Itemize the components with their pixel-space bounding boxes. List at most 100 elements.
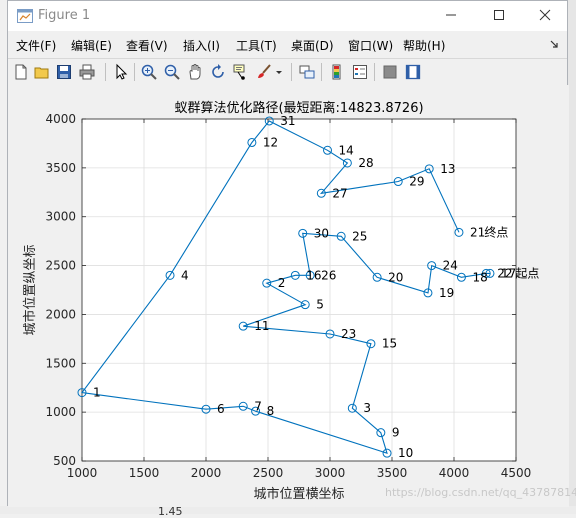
menu-desktop[interactable]: 桌面(D) xyxy=(291,39,334,53)
pan-hand-icon[interactable] xyxy=(186,63,204,81)
city-label: 12 xyxy=(263,135,278,149)
city-label: 24 xyxy=(443,259,458,273)
menu-insert[interactable]: 插入(I) xyxy=(183,39,220,53)
city-label: 8 xyxy=(267,404,275,418)
route-chart[interactable]: 1000 1500 2000 2500 3000 3500 4000 450050010001… xyxy=(8,85,569,507)
background-window-edge-bottom xyxy=(0,506,576,514)
brush-dropdown-icon[interactable] xyxy=(275,63,283,81)
x-tick-label: 1000 xyxy=(67,466,98,480)
y-tick-label: 2000 xyxy=(45,307,76,321)
city-marker xyxy=(262,278,272,288)
data-cursor-icon[interactable] xyxy=(232,63,250,81)
route-annotation: 终点 xyxy=(484,224,508,239)
city-marker xyxy=(323,145,333,155)
toolbar-separator xyxy=(105,63,106,81)
menu-view[interactable]: 查看(V) xyxy=(126,39,168,53)
insert-colorbar-icon[interactable] xyxy=(328,63,346,81)
route-annotation: 起点 xyxy=(515,266,539,280)
city-label: 6 xyxy=(217,402,225,416)
city-marker xyxy=(347,403,357,413)
title-bar: Figure 1 xyxy=(8,1,567,31)
axis-ticks: 1000 1500 2000 2500 3000 3500 4000 450050010001… xyxy=(45,112,531,480)
menu-edit[interactable]: 编辑(E) xyxy=(71,39,112,53)
brush-icon[interactable] xyxy=(255,63,273,81)
link-plot-icon[interactable] xyxy=(298,63,316,81)
toolbar-separator xyxy=(321,63,322,81)
city-marker xyxy=(264,116,274,126)
x-tick-label: 3500 xyxy=(377,466,408,480)
edit-plot-arrow-icon[interactable] xyxy=(111,63,129,81)
y-axis-label: 城市位置纵坐标 xyxy=(22,244,38,335)
hide-plot-tools-icon[interactable] xyxy=(381,63,399,81)
matlab-figure-icon xyxy=(17,9,33,23)
menu-tools[interactable]: 工具(T) xyxy=(236,39,277,53)
city-marker xyxy=(201,404,211,414)
new-figure-icon[interactable] xyxy=(12,63,30,81)
close-icon[interactable] xyxy=(534,5,556,25)
city-marker xyxy=(454,227,464,237)
city-marker xyxy=(393,177,403,187)
city-label: 23 xyxy=(341,327,356,341)
city-marker xyxy=(238,401,248,411)
city-marker xyxy=(298,228,308,238)
y-tick-label: 500 xyxy=(53,454,76,468)
city-label: 26 xyxy=(321,268,336,282)
show-plot-tools-icon[interactable] xyxy=(404,63,422,81)
toolbar-separator xyxy=(374,63,375,81)
city-marker xyxy=(251,406,261,416)
city-marker xyxy=(372,272,382,282)
city-label: 30 xyxy=(314,226,329,240)
zoom-in-icon[interactable] xyxy=(140,63,158,81)
y-tick-label: 3000 xyxy=(45,210,76,224)
city-label: 18 xyxy=(472,270,487,284)
city-marker xyxy=(423,288,433,298)
city-label: 16 xyxy=(306,268,321,282)
minimize-icon[interactable] xyxy=(440,5,462,25)
city-marker xyxy=(366,339,376,349)
city-marker xyxy=(481,268,491,278)
city-marker xyxy=(424,164,434,174)
city-label: 13 xyxy=(440,162,455,176)
window-title: Figure 1 xyxy=(38,8,91,23)
insert-legend-icon[interactable] xyxy=(351,63,369,81)
menu-file[interactable]: 文件(F) xyxy=(16,39,57,53)
toolbar-separator xyxy=(134,63,135,81)
city-label: 9 xyxy=(392,426,400,440)
save-icon[interactable] xyxy=(55,63,73,81)
toolbar-separator xyxy=(291,63,292,81)
open-file-icon[interactable] xyxy=(33,63,51,81)
print-icon[interactable] xyxy=(78,63,96,81)
city-marker xyxy=(238,321,248,331)
city-markers xyxy=(77,116,495,458)
x-tick-label: 4000 xyxy=(439,466,470,480)
city-label: 31 xyxy=(280,114,295,128)
menu-window[interactable]: 窗口(W) xyxy=(348,39,394,53)
city-marker xyxy=(247,137,257,147)
background-window-edge xyxy=(568,0,576,514)
city-label: 20 xyxy=(388,270,403,284)
toolbar xyxy=(8,58,567,86)
city-marker xyxy=(336,231,346,241)
city-marker xyxy=(342,158,352,168)
x-tick-label: 2500 xyxy=(253,466,284,480)
city-label: 11 xyxy=(254,319,269,333)
city-marker xyxy=(325,329,335,339)
y-tick-label: 1500 xyxy=(45,356,76,370)
plot-area: 1000 1500 2000 2500 3000 3500 4000 4500 500 1000 1… xyxy=(8,85,569,507)
city-label: 15 xyxy=(382,337,397,351)
city-label: 28 xyxy=(358,156,373,170)
dock-arrow-icon[interactable] xyxy=(549,39,559,49)
city-marker xyxy=(300,300,310,310)
menu-help[interactable]: 帮助(H) xyxy=(403,39,446,53)
rotate-3d-icon[interactable] xyxy=(209,63,227,81)
city-label: 29 xyxy=(409,175,424,189)
y-tick-label: 1000 xyxy=(45,405,76,419)
city-marker xyxy=(382,448,392,458)
city-marker xyxy=(485,268,495,278)
city-label: 21 xyxy=(470,225,485,239)
zoom-out-icon[interactable] xyxy=(163,63,181,81)
chart-title: 蚁群算法优化路径(最短距离:14823.8726) xyxy=(174,100,423,116)
route-line xyxy=(80,120,490,455)
maximize-icon[interactable] xyxy=(488,5,510,25)
